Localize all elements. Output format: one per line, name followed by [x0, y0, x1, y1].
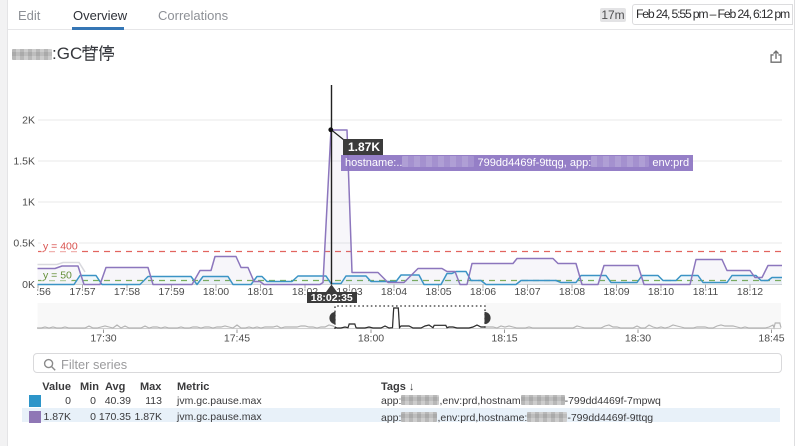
svg-text:18:01: 18:01	[247, 286, 273, 298]
svg-text:18:11: 18:11	[693, 286, 719, 298]
svg-text:18:00: 18:00	[358, 333, 384, 345]
svg-text:y = 400: y = 400	[43, 241, 78, 253]
svg-text:18:12: 18:12	[737, 286, 763, 298]
svg-text:18:09: 18:09	[603, 286, 629, 298]
svg-text:18:04: 18:04	[381, 286, 407, 298]
svg-text:17:45: 17:45	[224, 333, 250, 345]
svg-text:18:05: 18:05	[425, 286, 451, 298]
svg-text:18:00: 18:00	[203, 286, 229, 298]
svg-text:18:30: 18:30	[625, 333, 651, 345]
svg-text:18:07: 18:07	[514, 286, 540, 298]
svg-text:0.5K: 0.5K	[13, 238, 35, 250]
svg-text:17:58: 17:58	[114, 286, 140, 298]
svg-text:18:06: 18:06	[470, 286, 496, 298]
svg-text:17:59: 17:59	[158, 286, 184, 298]
svg-text:y = 50: y = 50	[43, 270, 72, 282]
svg-text::56: :56	[36, 286, 51, 298]
svg-text:17:30: 17:30	[90, 333, 116, 345]
svg-text:18:45: 18:45	[758, 333, 784, 345]
svg-text:18:08: 18:08	[559, 286, 585, 298]
svg-text:1.5K: 1.5K	[13, 156, 35, 168]
svg-text:17:57: 17:57	[69, 286, 95, 298]
svg-text:18:10: 18:10	[648, 286, 674, 298]
svg-text:1K: 1K	[22, 197, 35, 209]
svg-text:0K: 0K	[22, 279, 35, 291]
svg-text:2K: 2K	[22, 115, 35, 127]
svg-text:18:15: 18:15	[491, 333, 517, 345]
